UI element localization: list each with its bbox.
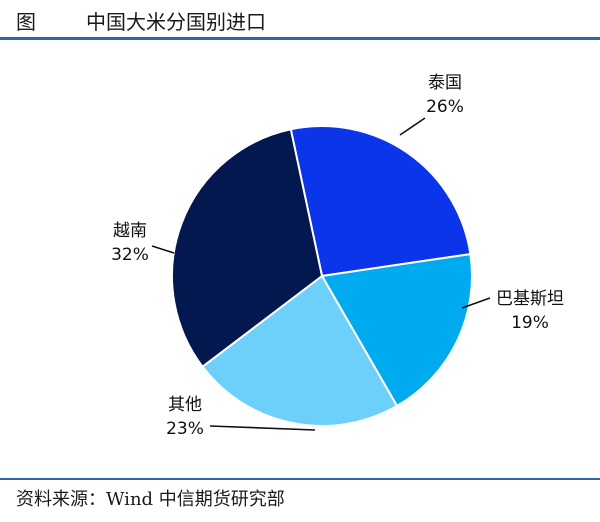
figure-label: 图 [16, 10, 36, 34]
footer-rule [0, 478, 600, 480]
pie-chart: 泰国 26% 巴基斯坦 19% 其他 23% 越南 32% [0, 40, 600, 476]
slice-value-2: 23% [166, 419, 204, 439]
pie-slice-3 [171, 128, 324, 369]
slice-value-0: 26% [426, 97, 464, 117]
slice-label-2: 其他 [168, 395, 202, 415]
pie-slice-1 [320, 252, 473, 408]
slice-value-1: 19% [511, 313, 549, 333]
header-rule [0, 37, 600, 40]
pie-slice-0 [289, 125, 472, 278]
leader-line-1 [461, 297, 491, 309]
leader-line-0 [399, 117, 426, 136]
figure-header: 图 中国大米分国别进口 [0, 0, 600, 38]
leader-line-2 [209, 425, 316, 431]
slice-label-1: 巴基斯坦 [496, 289, 564, 309]
leader-line-3 [151, 245, 175, 254]
slice-label-3: 越南 [113, 221, 147, 241]
slice-label-0: 泰国 [428, 73, 462, 93]
pie-slice-2 [201, 274, 399, 427]
slice-value-3: 32% [111, 245, 149, 265]
chart-title: 中国大米分国别进口 [86, 10, 266, 34]
pie-chart-svg: 泰国 26% 巴基斯坦 19% 其他 23% 越南 32% [111, 73, 564, 439]
source-note: 资料来源：Wind 中信期货研究部 [16, 489, 285, 510]
